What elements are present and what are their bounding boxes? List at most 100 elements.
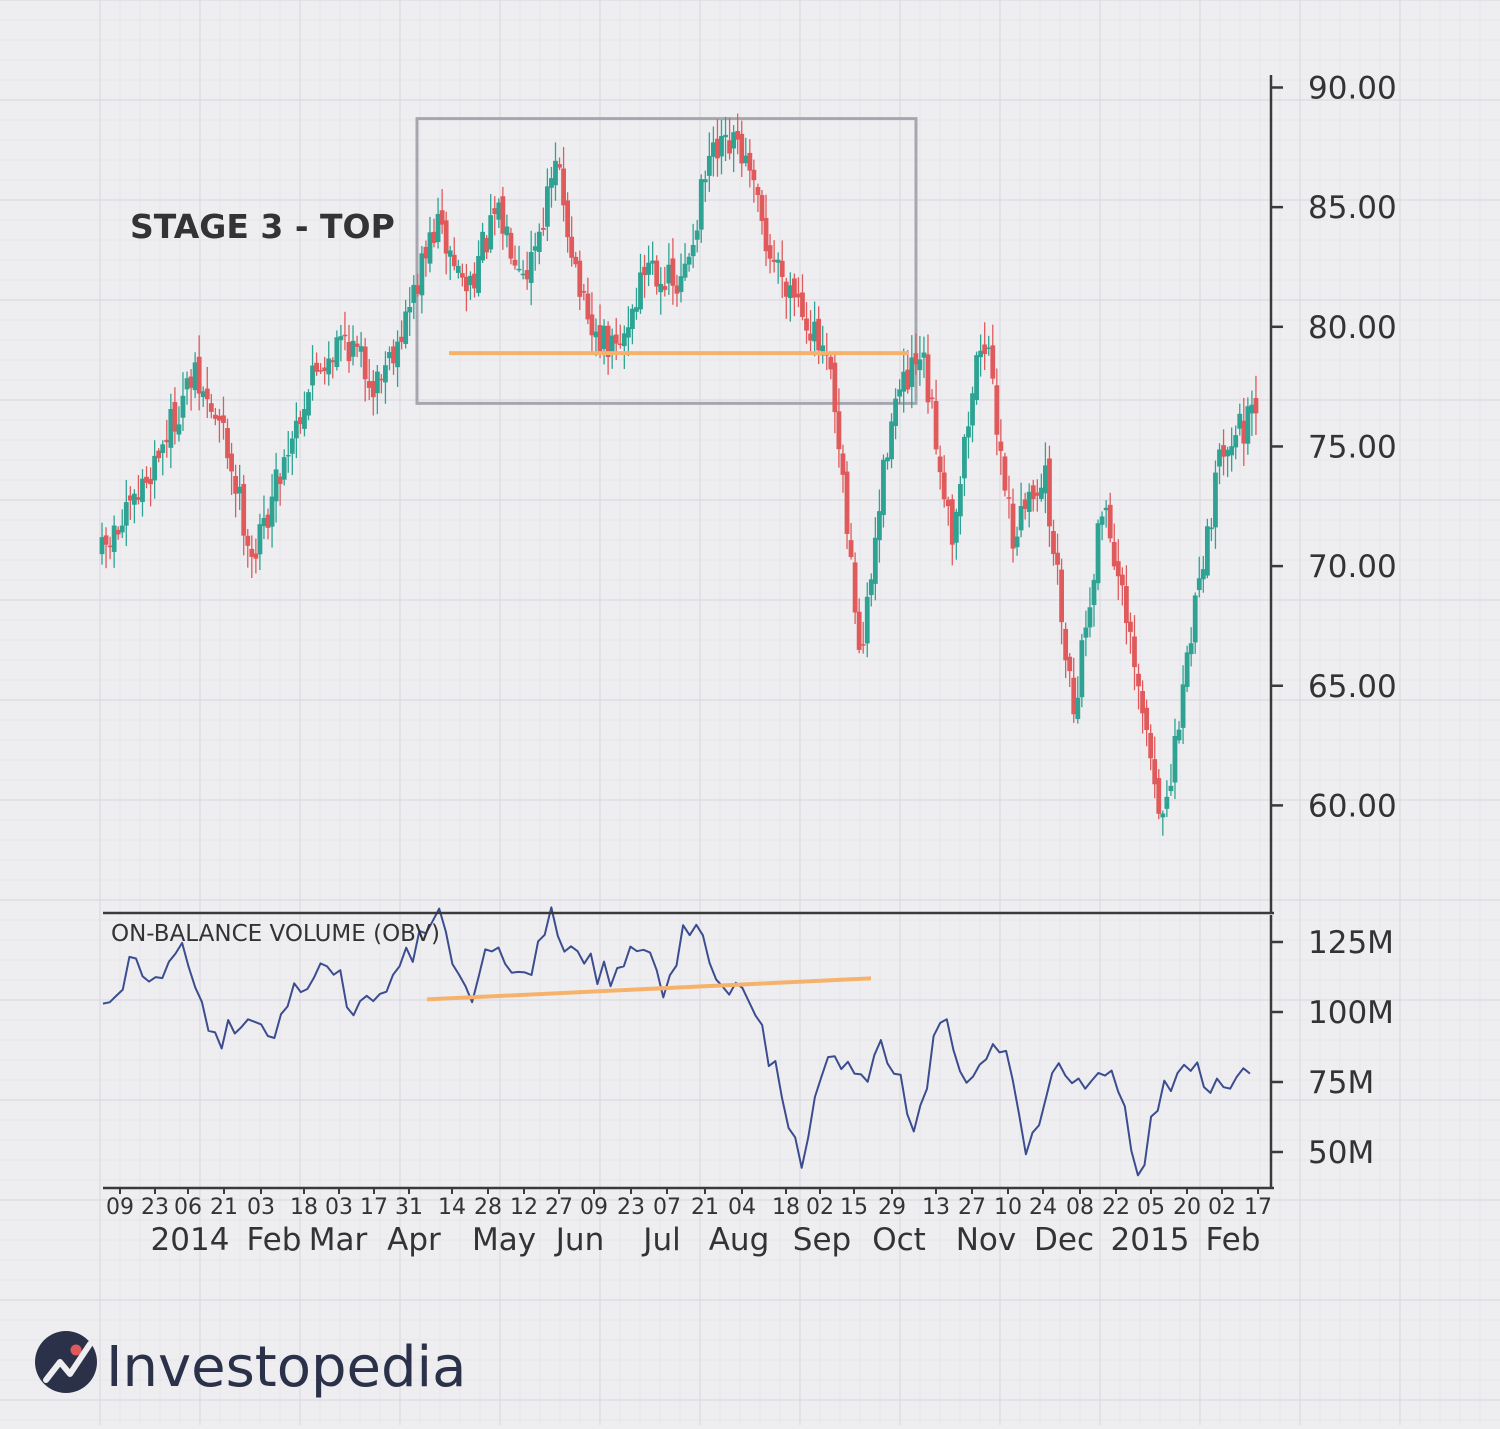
candle-body <box>848 540 854 557</box>
candle-body <box>820 345 826 356</box>
candle-body <box>168 408 174 448</box>
candle-body <box>257 524 263 555</box>
candle-body <box>1176 729 1182 741</box>
candle-body <box>540 227 546 230</box>
candle-body <box>1160 813 1166 818</box>
candle-body <box>318 370 324 372</box>
candle-body <box>638 272 643 310</box>
candle-body <box>310 365 315 386</box>
candle-body <box>500 196 506 234</box>
obv-y-tick-label: 125M <box>1308 925 1394 961</box>
candle-body <box>241 484 247 536</box>
candle-body <box>743 155 749 164</box>
candle-body <box>1002 456 1008 491</box>
stage-label: STAGE 3 - TOP <box>130 207 395 246</box>
candle-body <box>1095 523 1101 584</box>
candle-body <box>755 187 761 196</box>
candle-body <box>723 134 728 138</box>
candle-body <box>771 259 777 262</box>
candle-body <box>998 441 1004 451</box>
x-tick-month-label: Jun <box>554 1222 604 1258</box>
candle-body <box>403 311 409 344</box>
candle-body <box>492 208 498 215</box>
candle-body <box>1006 497 1012 499</box>
candle-body <box>115 529 121 535</box>
candle-body <box>986 347 992 350</box>
candle-body <box>759 195 765 222</box>
candle-body <box>739 133 745 164</box>
candle-body <box>808 333 813 341</box>
candle-body <box>496 202 502 220</box>
candle-body <box>601 325 607 349</box>
candle-body <box>370 381 376 398</box>
candle-body <box>957 484 963 517</box>
obv-line <box>102 906 1251 1177</box>
candle-body <box>415 285 421 294</box>
candle-body <box>427 232 433 264</box>
candle-body <box>593 331 599 338</box>
candle-body <box>464 276 469 292</box>
axes: 90.00 85.00 80.00 75.00 70.00 65.00 60.00 125M 1… <box>103 71 1397 1258</box>
candle-body <box>455 265 461 273</box>
candle-body <box>1237 413 1243 429</box>
candle-body <box>796 293 801 298</box>
candle-body <box>962 436 967 479</box>
candle-body <box>366 381 372 388</box>
obv-panel-title: ON-BALANCE VOLUME (OBV) <box>111 921 440 947</box>
x-tick-day-label: 21 <box>210 1195 238 1220</box>
x-tick-day-label: 22 <box>1102 1195 1130 1220</box>
candle-body <box>666 264 672 284</box>
candle-body <box>459 273 465 278</box>
x-tick-day-label: 08 <box>1066 1195 1094 1220</box>
candle-body <box>1213 472 1218 528</box>
candle-body <box>937 456 943 473</box>
candle-body <box>484 237 490 253</box>
candle-body <box>1128 621 1133 632</box>
candle-body <box>1233 435 1239 448</box>
x-tick-month-label: Nov <box>956 1222 1017 1258</box>
candle-body <box>686 256 692 265</box>
candle-body <box>1209 527 1214 530</box>
x-tick-month-label: Mar <box>309 1222 368 1258</box>
x-tick-day-label: 09 <box>106 1195 134 1220</box>
candle-body <box>856 611 862 650</box>
candle-body <box>208 403 214 412</box>
candle-body <box>164 439 170 443</box>
candle-body <box>589 314 595 336</box>
candle-body <box>1034 492 1040 496</box>
x-tick-month-label: 2015 <box>1111 1222 1190 1258</box>
candle-body <box>642 266 647 276</box>
candle-body <box>690 244 696 257</box>
x-tick-day-label: 23 <box>141 1195 169 1220</box>
candle-body <box>751 169 757 181</box>
obv-y-tick-label: 75M <box>1308 1065 1374 1101</box>
candle-body <box>872 537 878 584</box>
candle-body <box>974 355 979 401</box>
candle-body <box>953 511 959 543</box>
candle-body <box>342 334 348 337</box>
investopedia-logo-icon <box>35 1331 97 1393</box>
candle-body <box>763 218 769 252</box>
candle-body <box>123 502 129 526</box>
candle-body <box>1014 536 1020 548</box>
candle-body <box>630 308 635 330</box>
candle-body <box>107 545 113 548</box>
candle-body <box>407 306 413 313</box>
candle-body <box>941 472 947 500</box>
candle-body <box>225 428 230 459</box>
candle-body <box>828 356 834 370</box>
candle-body <box>468 275 473 286</box>
candle-body <box>1103 507 1109 511</box>
candle-body <box>306 392 311 416</box>
candle-body <box>472 273 477 289</box>
candle-body <box>966 426 971 438</box>
candle-body <box>791 278 797 298</box>
candle-body <box>1245 406 1251 444</box>
candle-body <box>374 371 380 394</box>
candle-body <box>350 340 356 357</box>
candle-body <box>1192 595 1198 643</box>
candle-body <box>970 393 975 426</box>
candle-body <box>1047 458 1052 527</box>
candle-body <box>136 497 141 500</box>
x-tick-day-label: 07 <box>653 1195 681 1220</box>
